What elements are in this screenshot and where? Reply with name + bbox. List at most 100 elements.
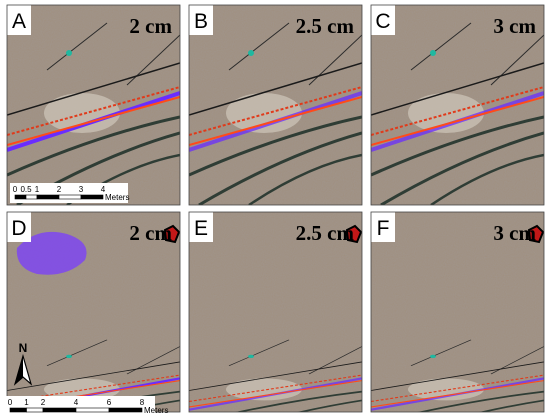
track-dark — [7, 115, 180, 177]
scale-segment — [14, 194, 27, 200]
marker-teal — [66, 354, 72, 359]
marker-teal — [66, 50, 72, 56]
scale-segment — [25, 194, 38, 200]
track-red — [189, 96, 362, 146]
track-dark — [360, 411, 362, 412]
scale-segment — [42, 407, 77, 413]
panel-letter: D — [11, 217, 26, 240]
target — [527, 224, 544, 244]
panel-letter: F — [377, 217, 390, 240]
panel: C 3 cm — [371, 5, 544, 205]
letter-box — [189, 212, 213, 242]
panel: F 3 cm — [371, 212, 544, 412]
track — [410, 22, 472, 71]
purple-noise — [16, 231, 87, 275]
track — [371, 361, 544, 391]
track-red — [371, 380, 544, 408]
letter-box — [371, 212, 395, 242]
panel-border — [6, 4, 181, 206]
marker-teal — [430, 354, 436, 359]
track — [46, 22, 108, 71]
track-dark — [478, 399, 544, 412]
north-arrow-half — [15, 356, 23, 384]
track-dark — [296, 399, 362, 412]
track-dark — [198, 131, 362, 205]
panel: A 2 cm — [7, 5, 180, 205]
scale-tick-label: 4 — [74, 398, 79, 407]
track-dark — [417, 390, 544, 412]
panel-border — [188, 211, 363, 413]
north-label: N — [19, 341, 28, 355]
panel-letter: E — [194, 217, 208, 240]
panel-letter: A — [12, 10, 26, 33]
track — [7, 62, 180, 116]
scale-tick-label: 3 — [79, 185, 84, 194]
track-red — [189, 380, 362, 408]
bare-patch — [226, 93, 302, 133]
panel: E 2.5 cm — [189, 212, 362, 412]
scale-tick-label: 2 — [41, 398, 46, 407]
resolution-label: 3 cm — [493, 14, 536, 38]
ground-texture — [371, 212, 544, 412]
scale-unit: Meters — [105, 193, 129, 202]
features — [189, 22, 362, 205]
scale-tick-label: 1 — [24, 398, 29, 407]
marker-teal — [248, 354, 254, 359]
track — [7, 361, 180, 391]
letter-box — [7, 212, 31, 242]
panel: B 2.5 cm — [189, 5, 362, 205]
marker-teal — [430, 50, 436, 56]
scale-segment — [75, 407, 110, 413]
panel-border — [370, 4, 545, 206]
resolution-label: 2.5 cm — [296, 221, 355, 245]
scale-tick-label: 0 — [13, 185, 18, 194]
track-dark — [248, 153, 362, 205]
bare-patch — [226, 378, 302, 401]
bare-patch — [44, 93, 120, 133]
letter-box — [371, 5, 395, 35]
scale-segment — [58, 194, 82, 200]
scale-tick-label: 6 — [107, 398, 112, 407]
track-dark — [114, 399, 180, 412]
track — [228, 339, 290, 366]
scale-unit: Meters — [144, 406, 168, 415]
bare-patch — [408, 93, 484, 133]
track-dark — [430, 153, 544, 205]
marker-teal — [248, 50, 254, 56]
panel-letter: C — [375, 10, 390, 33]
scale-tick-label: 8 — [140, 398, 145, 407]
resolution-label: 2 cm — [129, 221, 172, 245]
track-dark — [542, 411, 544, 412]
target — [345, 224, 362, 244]
scale-segment — [9, 407, 27, 413]
panel-letter: B — [194, 10, 208, 33]
track — [410, 339, 472, 366]
track-red — [7, 96, 180, 146]
scale-segment — [26, 407, 44, 413]
target — [163, 224, 180, 244]
resolution-label: 2 cm — [129, 14, 172, 38]
features — [189, 339, 362, 412]
track — [189, 361, 362, 391]
scale-segment — [108, 407, 143, 413]
panel-border — [370, 211, 545, 413]
track — [46, 339, 108, 366]
letter-box — [7, 5, 31, 35]
track-dark — [235, 390, 362, 412]
panel: D 2 cm — [7, 212, 180, 412]
panel-border — [188, 4, 363, 206]
track-red — [371, 96, 544, 146]
scale-segment — [80, 194, 104, 200]
track — [371, 62, 544, 116]
resolution-label: 3 cm — [493, 221, 536, 245]
track-dark — [189, 115, 362, 177]
features — [371, 339, 544, 412]
scale-tick-label: 0 — [8, 398, 13, 407]
scale-tick-label: 0.5 — [20, 185, 32, 194]
letter-box — [189, 5, 213, 35]
track — [189, 62, 362, 116]
bare-patch — [44, 378, 120, 401]
track-dark — [371, 115, 544, 177]
scale-segment — [36, 194, 60, 200]
